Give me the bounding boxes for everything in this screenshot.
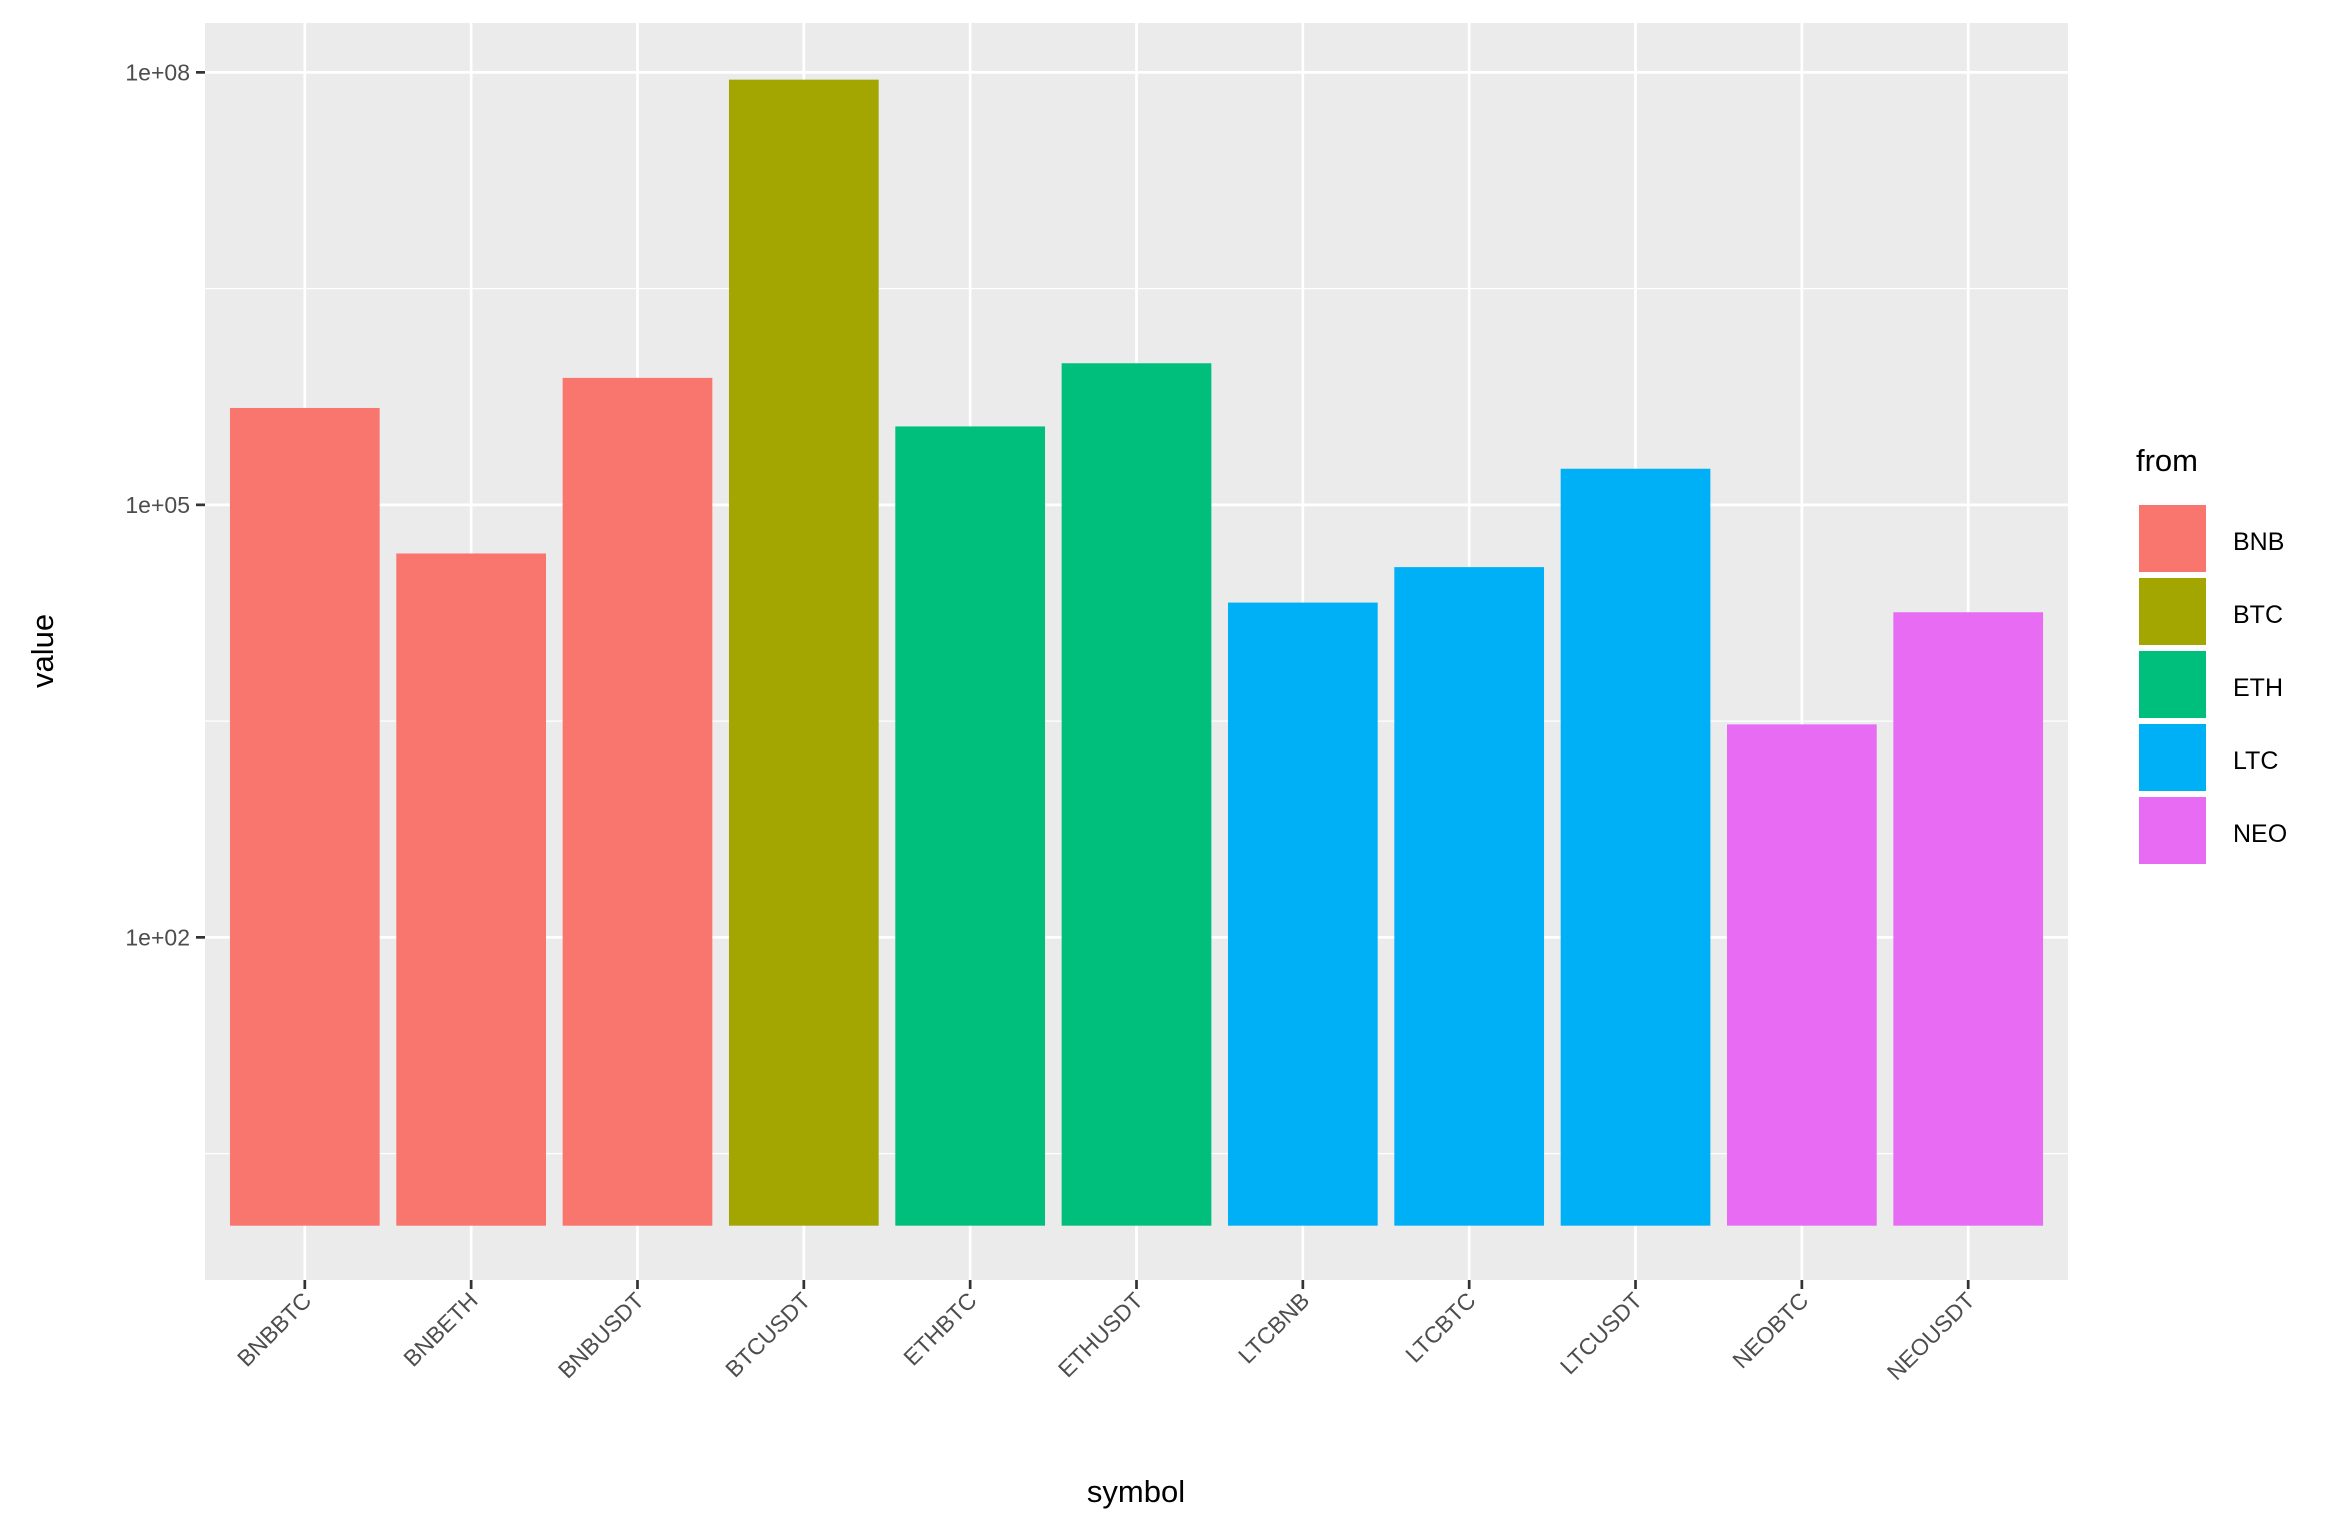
- legend-key-ltc: [2137, 722, 2208, 793]
- bar-ltcbnb: [1227, 602, 1378, 1226]
- legend-key-bnb: [2137, 503, 2208, 574]
- y-tick-label: 1e+05: [125, 492, 190, 518]
- bar-ethbtc: [895, 426, 1046, 1226]
- x-tick-label: BNBETH: [398, 1287, 482, 1371]
- bar-ethusdt: [1061, 363, 1212, 1226]
- bar-bnbusdt: [562, 377, 713, 1226]
- x-tick-label: NEOBTC: [1727, 1287, 1813, 1373]
- x-tick-label: LTCBTC: [1400, 1287, 1480, 1367]
- x-tick-label: ETHBTC: [898, 1287, 981, 1370]
- legend-label: LTC: [2233, 747, 2278, 775]
- bar-bnbeth: [396, 553, 546, 1226]
- legend-label: NEO: [2233, 820, 2287, 848]
- legend-key-btc: [2137, 576, 2208, 647]
- bar-ltcusdt: [1560, 468, 1711, 1226]
- x-tick-label: ETHUSDT: [1053, 1287, 1148, 1382]
- x-tick-label: BNBUSDT: [553, 1287, 649, 1383]
- y-tick-label: 1e+08: [125, 59, 190, 85]
- bar-bnbbtc: [229, 407, 380, 1226]
- x-tick-label: LTCBNB: [1233, 1287, 1314, 1368]
- legend-label: ETH: [2233, 674, 2283, 702]
- bar-neousdt: [1893, 612, 2044, 1226]
- x-tick-label: NEOUSDT: [1882, 1287, 1980, 1385]
- x-tick-label: LTCUSDT: [1555, 1287, 1647, 1379]
- bar-neobtc: [1727, 724, 1877, 1226]
- bars: [229, 79, 2044, 1226]
- x-axis-title: symbol: [1087, 1474, 1185, 1509]
- x-tick-label: BNBBTC: [232, 1287, 316, 1371]
- bar-btcusdt: [728, 79, 879, 1226]
- bar-ltcbtc: [1394, 567, 1545, 1226]
- y-axis-title: value: [25, 614, 60, 688]
- legend-key-neo: [2137, 795, 2208, 866]
- legend-label: BTC: [2233, 601, 2283, 629]
- legend-label: BNB: [2233, 528, 2284, 556]
- y-axis: 1e+02 1e+05 1e+08: [125, 59, 205, 950]
- legend-title: from: [2136, 443, 2198, 478]
- x-axis: BNBBTC BNBETH BNBUSDT BTCUSDT ETHBTC ETHUSDT L…: [232, 1280, 1980, 1385]
- legend: from BNB BTC ETH LTC NEO: [2136, 443, 2287, 866]
- x-tick-label: BTCUSDT: [720, 1287, 815, 1382]
- legend-key-eth: [2137, 649, 2208, 720]
- y-tick-label: 1e+02: [125, 924, 190, 950]
